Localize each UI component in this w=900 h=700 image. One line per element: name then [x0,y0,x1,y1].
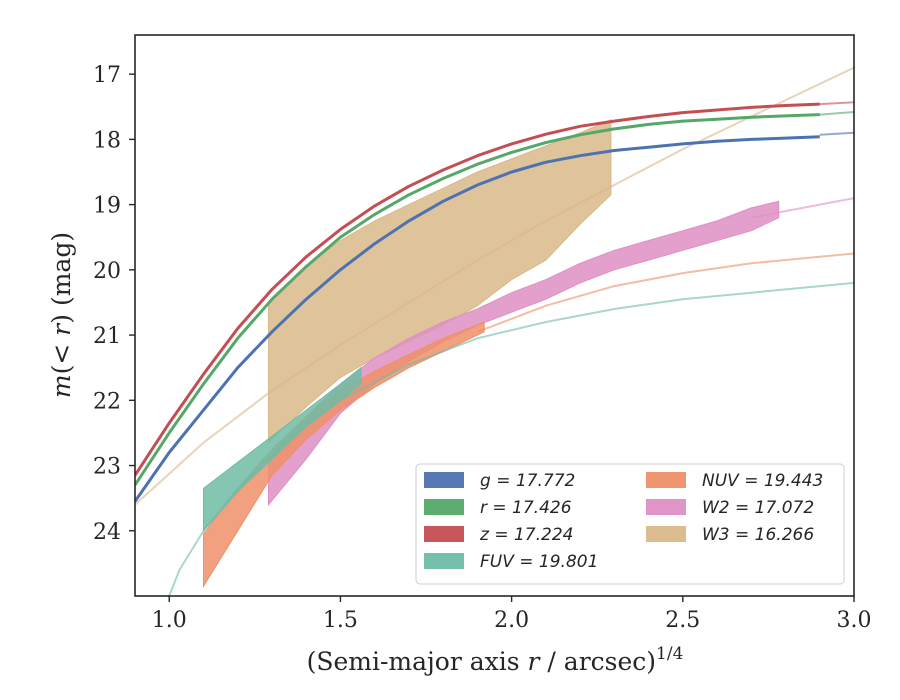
x-tick-label: 1.5 [323,608,358,633]
x-axis-title: (Semi-major axis r / arcsec)1/4 [307,644,684,676]
legend-label-r: r = 17.426 [480,498,572,518]
legend-swatch-g [424,472,464,488]
series-lines [135,102,820,503]
x-axis-ticks: 1.0 1.5 2.0 2.5 3.0 [152,596,872,633]
model-curve-nuv [477,252,854,333]
uncertainty-bands [203,119,780,588]
legend-box [415,463,845,585]
y-tick-label: 23 [93,455,121,480]
legend-label-w2: W2 = 17.072 [702,498,814,518]
series-line-z [135,102,820,477]
y-axis-title: mm((< r) (mag) [47,232,76,398]
model-curve-g [819,131,854,136]
y-tick-label: 20 [93,259,121,284]
y-tick-label: 24 [93,520,121,545]
y-tick-label: 18 [93,128,121,153]
legend-label-nuv: NUV = 19.443 [702,471,823,491]
plot-area [135,66,854,596]
legend-label-z: z = 17.224 [479,525,573,545]
legend-label-w3: W3 = 16.266 [702,525,814,545]
legend-swatch-fuv [424,553,464,569]
legend-swatch-z [424,526,464,542]
y-tick-label: 22 [93,389,121,414]
legend-label-fuv: FUV = 19.801 [480,552,598,572]
x-tick-label: 2.5 [665,608,700,633]
band-w3 [268,119,612,444]
model-curve-r [819,111,854,116]
x-tick-label: 2.0 [494,608,529,633]
model-curve-fuv [168,281,854,596]
legend: g = 17.772 r = 17.426 z = 17.224 FUV = 19.8… [415,463,845,585]
axes-frame [134,34,855,597]
legend-label-g: g = 17.772 [480,471,575,491]
band-fuv [203,366,362,533]
legend-swatch-w3 [646,526,686,542]
x-tick-label: 3.0 [837,608,872,633]
y-tick-label: 21 [93,324,121,349]
y-tick-label: 17 [93,63,121,88]
model-curve-w3 [135,66,854,506]
series-line-r [135,113,820,486]
model-curve-z [819,101,854,106]
legend-swatch-r [424,499,464,515]
x-tick-label: 1.0 [152,608,187,633]
legend-swatch-nuv [646,472,686,488]
model-curves [135,66,854,596]
series-line-g [135,135,820,503]
y-axis-ticks: 17 18 19 20 21 22 23 24 [93,63,135,545]
legend-swatch-w2 [646,499,686,515]
model-curve-w2 [751,197,854,219]
y-tick-label: 19 [93,194,121,219]
